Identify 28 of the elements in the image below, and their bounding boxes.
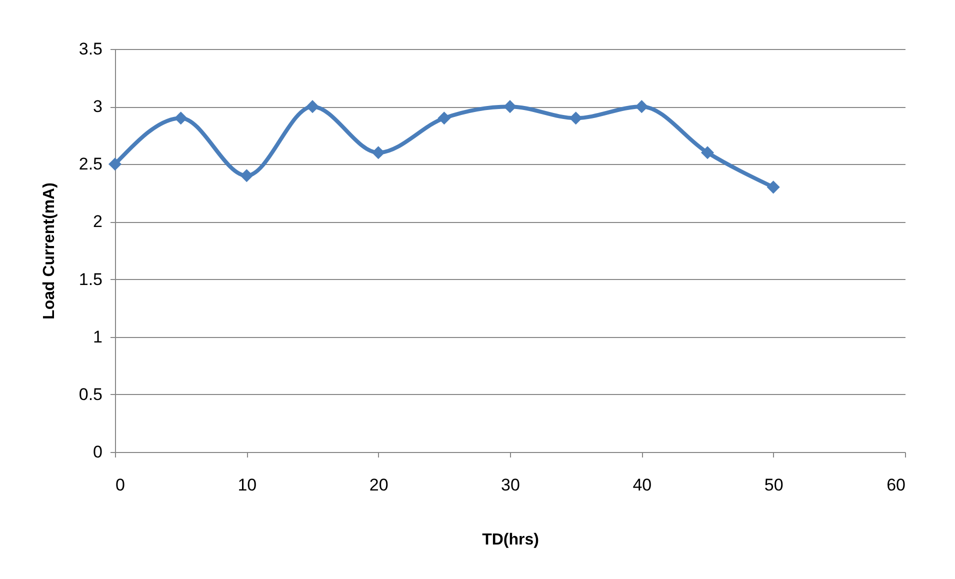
- point: [240, 169, 254, 182]
- y-tick-label: 1: [93, 327, 102, 346]
- point: [635, 100, 648, 114]
- point: [108, 158, 122, 171]
- point: [306, 100, 320, 114]
- x-tick-label: 40: [632, 476, 652, 494]
- y-tick-label: 0.5: [78, 384, 102, 404]
- x-tick-label: 0: [116, 476, 125, 494]
- x-tick-label: 30: [501, 476, 520, 494]
- point: [503, 100, 517, 114]
- x-tick-label: 10: [238, 476, 257, 494]
- y-tick-label: 1.5: [78, 270, 102, 289]
- point: [372, 146, 385, 160]
- point: [174, 112, 188, 125]
- point: [766, 180, 780, 194]
- y-tick-label: 3.5: [78, 40, 102, 58]
- x-tick-label: 20: [369, 476, 388, 494]
- point: [569, 112, 582, 125]
- x-axis-title: TD(hrs): [482, 532, 539, 548]
- y-tick-label: 3: [93, 97, 102, 116]
- y-axis-title: Load Current(mA): [40, 182, 58, 320]
- y-tick-label: 2: [93, 212, 102, 232]
- point: [438, 112, 451, 125]
- y-tick-label: 0: [93, 442, 102, 462]
- x-tick-label: 50: [764, 476, 784, 494]
- y-tick-label: 2.5: [78, 154, 102, 174]
- x-tick-label: 60: [886, 476, 906, 494]
- point: [700, 146, 714, 160]
